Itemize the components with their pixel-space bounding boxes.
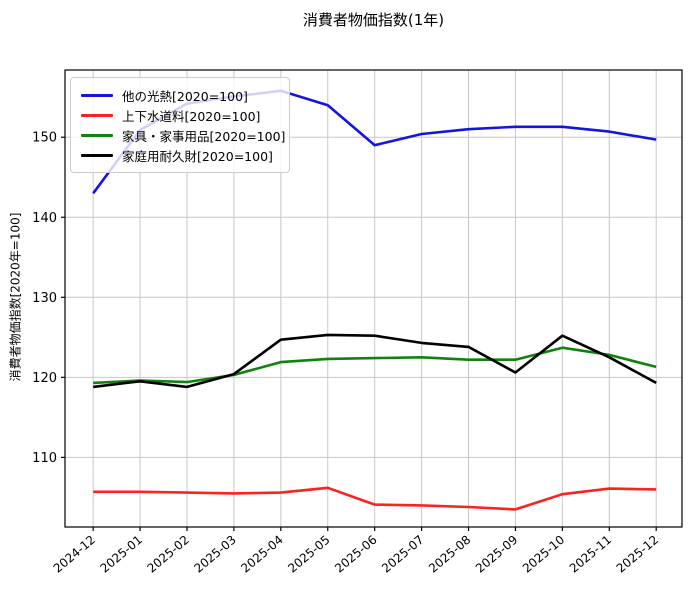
plot-border <box>64 69 683 528</box>
legend-item: 上下水道料[2020=100] <box>81 105 279 125</box>
x-tick-label: 2025-04 <box>238 533 285 576</box>
legend-item-label: 家具・家事用品[2020=100] <box>122 128 286 144</box>
legend-item: 他の光熱[2020=100] <box>81 85 279 105</box>
x-tick-label: 2025-09 <box>473 533 520 576</box>
legend-item-label: 上下水道料[2020=100] <box>122 108 261 124</box>
legend-line-swatch <box>81 113 113 117</box>
legend-item: 家具・家事用品[2020=100] <box>81 125 285 145</box>
legend-item: 家庭用耐久財[2020=100] <box>81 145 279 165</box>
y-tick-label: 110 <box>32 451 57 466</box>
chart-title: 消費者物価指数(1年) <box>302 11 445 29</box>
x-tick-label: 2025-02 <box>145 533 192 576</box>
y-tick-label: 140 <box>32 211 57 226</box>
x-tick-label: 2025-08 <box>426 533 473 576</box>
legend-item-label: 他の光熱[2020=100] <box>122 88 248 104</box>
x-tick-label: 2025-10 <box>520 533 567 576</box>
y-tick-label: 150 <box>32 131 57 146</box>
x-tick-label: 2025-06 <box>332 533 379 576</box>
x-tick-label: 2025-03 <box>191 533 238 576</box>
legend-line-swatch <box>81 153 113 157</box>
x-tick-label: 2025-11 <box>567 533 614 576</box>
x-tick-label: 2025-12 <box>614 533 661 576</box>
legend-line-swatch <box>81 93 113 97</box>
legend-item-label: 家庭用耐久財[2020=100] <box>122 148 273 164</box>
series-line-1 <box>93 486 657 511</box>
x-tick-label: 2025-01 <box>98 533 145 576</box>
series-line-3 <box>93 333 657 389</box>
y-tick-label: 130 <box>32 291 57 306</box>
x-tick-label: 2025-05 <box>285 533 332 576</box>
legend: 他の光熱[2020=100] 上下水道料[2020=100] 家具・家事用品[2… <box>70 77 290 173</box>
series-line-2 <box>93 346 657 385</box>
x-tick-label: 2025-07 <box>379 533 426 576</box>
y-tick-label: 120 <box>32 371 57 386</box>
y-axis-label: 消費者物価指数[2020年=100] <box>8 212 23 382</box>
legend-line-swatch <box>81 133 113 137</box>
x-tick-label: 2024-12 <box>51 533 98 576</box>
